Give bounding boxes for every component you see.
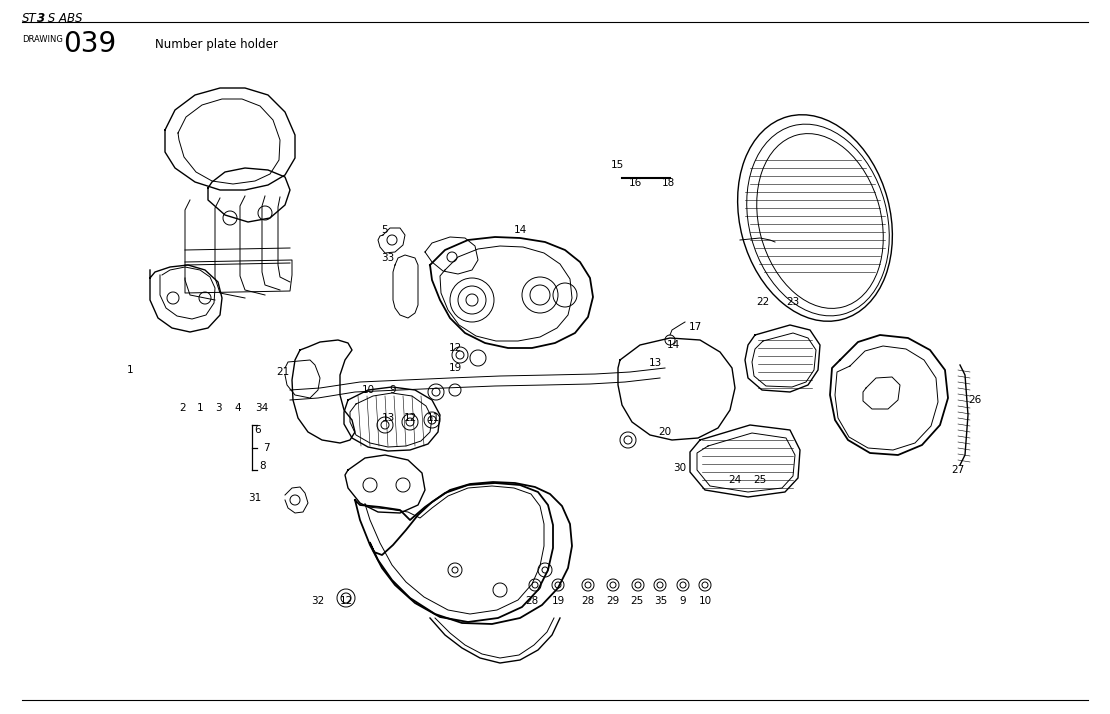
Text: 3: 3 (214, 403, 221, 413)
Text: 19: 19 (448, 363, 462, 373)
Text: 6: 6 (254, 425, 261, 435)
Text: 12: 12 (403, 413, 416, 423)
Text: 14: 14 (666, 340, 679, 350)
Text: Number plate holder: Number plate holder (155, 38, 278, 51)
Text: 8: 8 (260, 461, 266, 471)
Text: S ABS: S ABS (44, 12, 82, 25)
Text: 34: 34 (255, 403, 269, 413)
Text: 28: 28 (582, 596, 595, 606)
Text: 25: 25 (630, 596, 644, 606)
Text: 19: 19 (552, 596, 565, 606)
Text: 3: 3 (37, 12, 46, 25)
Text: 12: 12 (340, 596, 353, 606)
Text: 13: 13 (382, 413, 395, 423)
Text: 21: 21 (276, 367, 290, 377)
Text: 17: 17 (688, 322, 702, 332)
Text: 12: 12 (448, 343, 462, 353)
Text: 5: 5 (382, 225, 388, 235)
Text: 24: 24 (728, 475, 741, 485)
Text: 33: 33 (382, 253, 395, 263)
Text: 14: 14 (513, 225, 526, 235)
Text: 1: 1 (196, 403, 203, 413)
Text: 18: 18 (662, 178, 675, 188)
Text: 23: 23 (786, 297, 799, 307)
Text: 22: 22 (756, 297, 769, 307)
Text: 30: 30 (674, 463, 687, 473)
Text: 9: 9 (679, 596, 686, 606)
Text: 25: 25 (754, 475, 767, 485)
Text: 35: 35 (655, 596, 667, 606)
Text: 28: 28 (525, 596, 538, 606)
Text: DRAWING: DRAWING (22, 35, 63, 44)
Text: 10: 10 (698, 596, 712, 606)
Text: ST: ST (22, 12, 37, 25)
Text: 10: 10 (362, 385, 374, 395)
Text: 11: 11 (426, 413, 440, 423)
Text: 9: 9 (390, 385, 396, 395)
Text: 4: 4 (234, 403, 241, 413)
Text: 2: 2 (180, 403, 186, 413)
Text: 20: 20 (658, 427, 672, 437)
Text: 32: 32 (312, 596, 324, 606)
Text: 13: 13 (648, 358, 662, 368)
Text: 15: 15 (610, 160, 624, 170)
Text: 31: 31 (249, 493, 262, 503)
Text: 29: 29 (606, 596, 619, 606)
Text: 039: 039 (63, 30, 117, 58)
Text: 27: 27 (951, 465, 965, 475)
Text: 1: 1 (127, 365, 133, 375)
Text: 16: 16 (628, 178, 642, 188)
Text: 26: 26 (968, 395, 981, 405)
Text: 7: 7 (263, 443, 270, 453)
